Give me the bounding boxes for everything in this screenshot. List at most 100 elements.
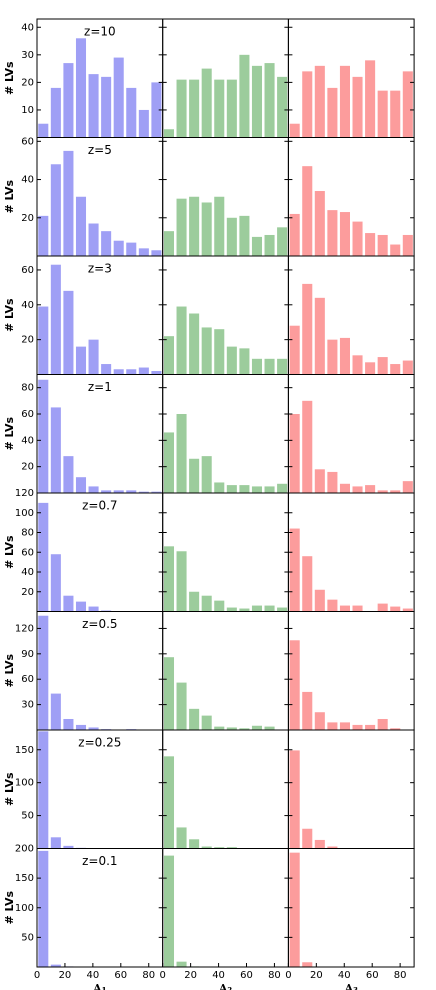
bar <box>390 364 401 375</box>
bar <box>201 715 212 730</box>
bar <box>214 726 225 730</box>
bar <box>402 608 413 612</box>
y-tick-label: 50 <box>21 932 34 943</box>
bar <box>365 233 376 256</box>
bar <box>88 74 99 138</box>
bar <box>302 556 313 612</box>
bar <box>101 231 112 256</box>
bar <box>189 839 200 849</box>
bar <box>277 76 288 138</box>
bar <box>38 306 49 375</box>
bar <box>239 485 250 493</box>
x-tick-label: 20 <box>184 970 197 981</box>
bar <box>163 336 175 375</box>
bar <box>327 87 338 138</box>
bar <box>63 150 74 256</box>
bar <box>63 595 74 612</box>
bar <box>189 458 200 493</box>
bar <box>163 855 175 967</box>
bar <box>264 63 275 138</box>
x-tick-label: 40 <box>338 970 351 981</box>
x-axis-label: A₂ <box>218 982 233 990</box>
y-tick-label: 60 <box>21 265 34 276</box>
y-axis-label: # LVs <box>3 535 16 569</box>
x-tick-label: 40 <box>212 970 225 981</box>
bar <box>226 607 237 612</box>
panel-title: z=5 <box>88 143 112 157</box>
y-tick-label: 100 <box>15 778 34 789</box>
bar <box>314 297 325 375</box>
x-tick-label: 60 <box>240 970 253 981</box>
bar <box>75 477 87 493</box>
y-tick-label: 60 <box>21 409 34 420</box>
bar <box>75 38 87 138</box>
bar <box>314 839 325 849</box>
bar <box>239 728 250 730</box>
y-tick-label: 150 <box>15 745 34 756</box>
bar <box>176 551 187 612</box>
bar <box>289 325 300 375</box>
bar <box>151 82 162 138</box>
bar <box>302 828 313 849</box>
bar <box>176 682 187 730</box>
bar <box>264 358 275 375</box>
bar <box>38 123 49 138</box>
bar <box>365 724 376 730</box>
bar <box>113 240 124 256</box>
bar <box>163 231 175 256</box>
bar <box>327 339 338 375</box>
y-tick-label: 100 <box>15 903 34 914</box>
y-axis-label: # LVs <box>3 417 16 451</box>
bar <box>176 827 187 849</box>
x-axis-label: A₁ <box>92 982 107 990</box>
bar <box>339 722 350 730</box>
y-tick-label: 200 <box>15 844 34 855</box>
y-tick-label: 120 <box>15 488 34 499</box>
bar <box>289 852 300 967</box>
bar <box>163 546 175 612</box>
bar <box>264 726 275 730</box>
panel-frame <box>287 848 415 968</box>
bar <box>339 337 350 375</box>
y-tick-label: 60 <box>21 674 34 685</box>
x-tick-label: 60 <box>366 970 379 981</box>
bar <box>101 490 112 493</box>
bar <box>63 290 74 375</box>
bar <box>126 242 137 256</box>
bar <box>151 491 162 493</box>
bar <box>201 68 212 138</box>
y-axis-label: # LVs <box>3 298 16 332</box>
bar <box>390 490 401 493</box>
bar <box>214 600 225 612</box>
bar <box>377 357 388 375</box>
bar <box>339 605 350 612</box>
bar <box>226 485 237 493</box>
bar <box>289 123 300 138</box>
bar <box>390 90 401 138</box>
bar <box>239 54 250 138</box>
bar <box>214 196 225 256</box>
bar <box>50 264 61 375</box>
y-tick-label: 20 <box>21 77 34 88</box>
bar <box>50 693 61 730</box>
y-tick-label: 30 <box>21 50 34 61</box>
x-tick-label: 40 <box>86 970 99 981</box>
bar <box>151 250 162 256</box>
bar <box>201 202 212 256</box>
bar <box>163 432 175 493</box>
bar <box>50 164 61 256</box>
y-tick-label: 40 <box>21 435 34 446</box>
bar <box>277 358 288 375</box>
bar <box>251 486 263 493</box>
bar <box>339 65 350 138</box>
bar <box>264 234 275 256</box>
bar <box>138 248 149 256</box>
panel-title: z=0.7 <box>82 499 117 513</box>
bar <box>126 87 137 138</box>
bar <box>226 847 237 849</box>
bar <box>151 371 162 375</box>
bar <box>50 837 61 849</box>
x-tick-label: 80 <box>268 970 281 981</box>
bar <box>226 346 237 375</box>
bar <box>176 414 187 493</box>
